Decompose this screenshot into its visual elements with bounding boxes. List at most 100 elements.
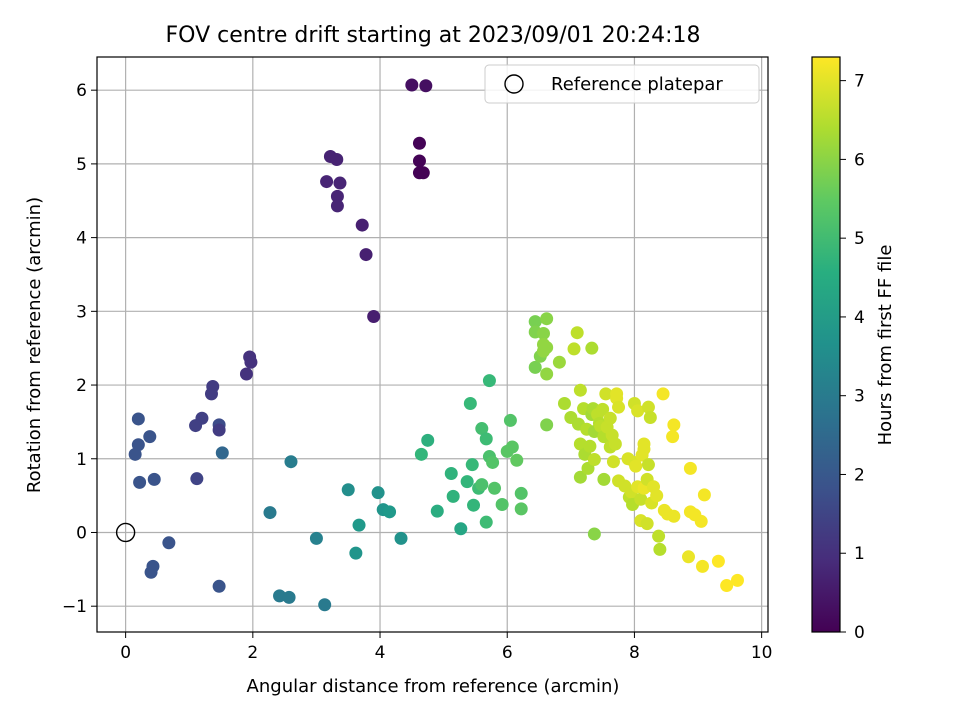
y-axis-label: Rotation from reference (arcmin) bbox=[24, 197, 45, 493]
data-point bbox=[212, 423, 226, 437]
data-point bbox=[596, 402, 610, 416]
data-point bbox=[603, 411, 617, 425]
data-point bbox=[608, 437, 622, 451]
x-tick-label: 6 bbox=[502, 643, 513, 663]
data-point bbox=[416, 166, 430, 180]
x-tick-label: 4 bbox=[375, 643, 386, 663]
legend: Reference platepar bbox=[484, 64, 760, 104]
y-tick-label: 4 bbox=[76, 229, 87, 249]
data-point bbox=[330, 152, 344, 166]
y-tick-label: 6 bbox=[76, 81, 87, 101]
data-point bbox=[606, 455, 620, 469]
x-axis-ticks: 0 2 4 6 8 10 bbox=[120, 632, 772, 663]
reference-platepar-point bbox=[115, 522, 136, 543]
y-tick-label: 1 bbox=[76, 450, 87, 470]
x-tick-label: 0 bbox=[120, 643, 131, 663]
data-point bbox=[652, 529, 666, 543]
data-point bbox=[341, 483, 355, 497]
data-point bbox=[463, 396, 477, 410]
data-point bbox=[475, 422, 489, 436]
data-point bbox=[284, 455, 298, 469]
data-point bbox=[540, 367, 554, 381]
data-point bbox=[695, 559, 709, 573]
x-axis-label: Angular distance from reference (arcmin) bbox=[247, 676, 620, 697]
data-point bbox=[419, 79, 433, 93]
plot-frame bbox=[96, 56, 769, 633]
colorbar-tick-label: 4 bbox=[854, 308, 865, 328]
colorbar-tick-label: 1 bbox=[854, 544, 865, 564]
data-point bbox=[405, 78, 419, 92]
data-point bbox=[629, 459, 643, 473]
data-point bbox=[244, 355, 258, 369]
data-point bbox=[650, 489, 664, 503]
data-point bbox=[349, 546, 363, 560]
y-tick-label: 5 bbox=[76, 155, 87, 175]
x-tick-label: 8 bbox=[629, 643, 640, 663]
data-point bbox=[131, 412, 145, 426]
data-point bbox=[514, 502, 528, 516]
data-point bbox=[683, 461, 697, 475]
data-point bbox=[359, 248, 373, 262]
data-point bbox=[479, 515, 493, 529]
data-point bbox=[467, 498, 481, 512]
data-point bbox=[486, 455, 500, 469]
data-point bbox=[637, 442, 651, 456]
data-point bbox=[367, 309, 381, 323]
data-point bbox=[454, 522, 468, 536]
y-tick-label: 0 bbox=[76, 523, 87, 543]
colorbar-tick-label: 0 bbox=[854, 623, 865, 643]
data-point bbox=[730, 573, 744, 587]
data-point bbox=[599, 387, 613, 401]
colorbar-tick-label: 3 bbox=[854, 387, 865, 407]
data-point bbox=[653, 542, 667, 556]
colorbar-tick-label: 6 bbox=[854, 150, 865, 170]
legend-box bbox=[484, 64, 760, 104]
data-point bbox=[128, 447, 142, 461]
data-point bbox=[421, 433, 435, 447]
data-point bbox=[475, 478, 489, 492]
data-point bbox=[514, 486, 528, 500]
colorbar: 0 1 2 3 4 5 6 7 Hours from first FF file bbox=[811, 56, 896, 643]
data-point bbox=[667, 418, 681, 432]
data-point bbox=[355, 218, 369, 232]
data-point bbox=[460, 475, 474, 489]
x-tick-label: 10 bbox=[751, 643, 773, 663]
data-point bbox=[552, 355, 566, 369]
data-point bbox=[465, 458, 479, 472]
data-point bbox=[711, 554, 725, 568]
grid bbox=[97, 57, 768, 632]
colorbar-gradient bbox=[812, 57, 840, 632]
data-point bbox=[371, 486, 385, 500]
data-point bbox=[309, 531, 323, 545]
y-tick-label: 2 bbox=[76, 376, 87, 396]
data-point bbox=[612, 400, 626, 414]
data-point bbox=[640, 517, 654, 531]
data-point bbox=[273, 589, 287, 603]
data-point bbox=[667, 509, 681, 523]
data-point bbox=[282, 590, 296, 604]
data-point bbox=[540, 418, 554, 432]
legend-entry-label: Reference platepar bbox=[551, 74, 723, 95]
data-point bbox=[567, 342, 581, 356]
data-point bbox=[263, 506, 277, 520]
data-point bbox=[634, 492, 648, 506]
data-point bbox=[446, 489, 460, 503]
data-point bbox=[189, 419, 203, 433]
data-point bbox=[666, 430, 680, 444]
data-point bbox=[694, 514, 708, 528]
data-point bbox=[641, 458, 655, 472]
data-point bbox=[720, 579, 734, 593]
data-point bbox=[503, 413, 517, 427]
data-point bbox=[330, 189, 344, 203]
data-point bbox=[597, 472, 611, 486]
data-point bbox=[430, 504, 444, 518]
data-point bbox=[330, 199, 344, 213]
data-point bbox=[587, 527, 601, 541]
colorbar-tick-label: 5 bbox=[854, 229, 865, 249]
data-point bbox=[505, 440, 519, 454]
data-point bbox=[412, 154, 426, 168]
data-point bbox=[495, 497, 509, 511]
data-point bbox=[212, 579, 226, 593]
data-point bbox=[641, 400, 655, 414]
y-tick-label: −1 bbox=[62, 597, 87, 617]
